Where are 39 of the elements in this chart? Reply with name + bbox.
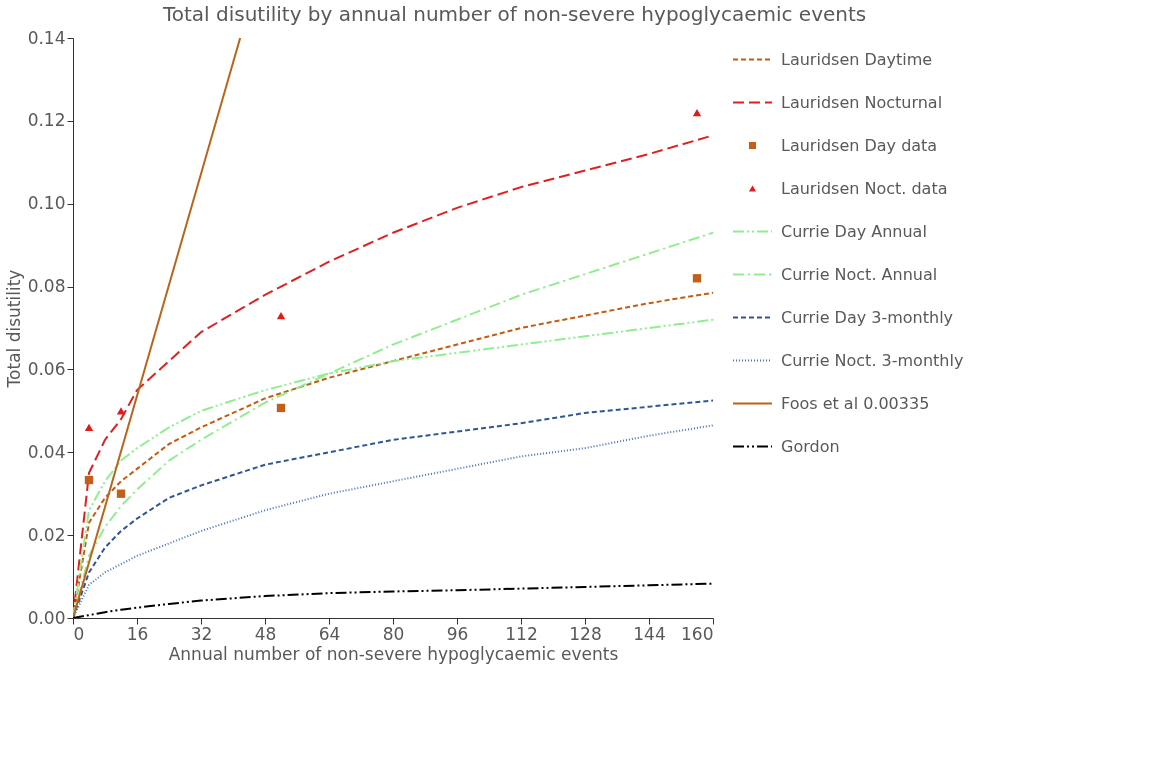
legend-label: Lauridsen Day data <box>781 135 938 155</box>
point <box>84 475 94 485</box>
legend-label: Gordon <box>781 436 840 456</box>
y-tick-label: 0.02 <box>27 524 66 545</box>
x-tick-label: 128 <box>569 623 602 644</box>
chart-title: Total disutility by annual number of non-severe hypoglycaemic events <box>161 2 867 26</box>
y-tick-label: 0.06 <box>27 358 66 379</box>
y-tick-label: 0.08 <box>27 276 66 297</box>
point <box>692 108 702 117</box>
y-tick-label: 0.14 <box>27 27 66 48</box>
x-tick-label: 48 <box>254 623 277 644</box>
legend-label: Lauridsen Daytime <box>781 49 933 69</box>
x-tick-label: 0 <box>73 623 85 644</box>
legend-label: Lauridsen Noct. data <box>781 178 948 198</box>
x-tick-label: 160 <box>681 623 714 644</box>
point <box>692 274 702 283</box>
point <box>276 311 286 320</box>
legend-label: Currie Noct. Annual <box>781 264 938 284</box>
y-tick-label: 0.10 <box>27 193 66 214</box>
y-tick-label: 0.04 <box>27 441 66 462</box>
legend-label: Currie Noct. 3-monthly <box>781 350 964 370</box>
x-axis-title: Annual number of non-severe hypoglycaemic events <box>168 643 619 664</box>
x-tick-label: 32 <box>190 623 213 644</box>
point <box>84 423 94 432</box>
y-axis-title: Total disutility <box>3 269 24 389</box>
legend-label: Currie Day 3-monthly <box>781 307 954 327</box>
x-tick-label: 96 <box>446 623 469 644</box>
y-tick-label: 0.00 <box>27 607 66 628</box>
legend-label: Foos et al 0.00335 <box>781 393 930 413</box>
point <box>116 489 126 498</box>
x-tick-label: 16 <box>126 623 149 644</box>
x-tick-label: 144 <box>633 623 666 644</box>
point <box>276 403 286 413</box>
x-tick-label: 64 <box>318 623 341 644</box>
x-tick-label: 112 <box>505 623 538 644</box>
legend-label: Lauridsen Nocturnal <box>781 92 943 112</box>
x-tick-label: 80 <box>382 623 405 644</box>
legend-label: Currie Day Annual <box>781 221 927 241</box>
y-tick-label: 0.12 <box>27 110 66 131</box>
